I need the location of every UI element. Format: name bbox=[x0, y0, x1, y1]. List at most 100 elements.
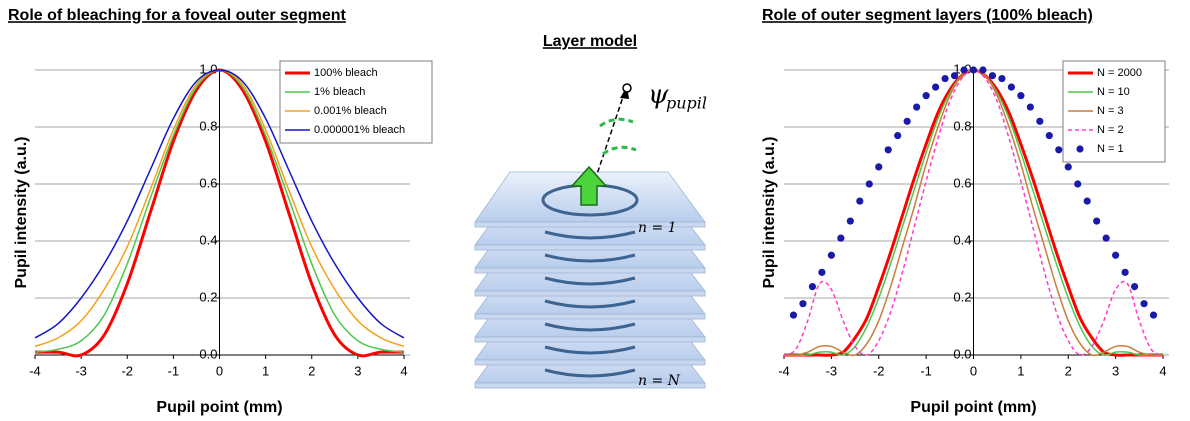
data-point bbox=[1055, 146, 1062, 153]
chart-title: Role of bleaching for a foveal outer seg… bbox=[8, 7, 347, 24]
x-axis-label: Pupil point (mm) bbox=[910, 399, 1036, 416]
data-point bbox=[1046, 132, 1053, 139]
x-tick-label: 3 bbox=[354, 363, 361, 378]
data-point bbox=[1103, 235, 1110, 242]
x-tick-label: 3 bbox=[1112, 363, 1119, 378]
x-tick-label: -3 bbox=[75, 363, 87, 378]
data-point bbox=[923, 92, 930, 99]
data-point bbox=[941, 75, 948, 82]
y-tick-label: 0.8 bbox=[199, 118, 217, 133]
x-tick-label: 0 bbox=[216, 363, 223, 378]
data-point bbox=[1140, 300, 1147, 307]
data-point bbox=[1036, 118, 1043, 125]
data-point bbox=[847, 217, 854, 224]
data-point bbox=[960, 66, 967, 73]
layer-edge bbox=[475, 360, 705, 365]
x-tick-label: 4 bbox=[1159, 363, 1166, 378]
legend-label: 1% bleach bbox=[314, 86, 365, 98]
y-tick-label: 0.0 bbox=[199, 346, 217, 361]
x-tick-label: -2 bbox=[121, 363, 133, 378]
legend-label: N = 1 bbox=[1097, 143, 1124, 155]
data-point bbox=[1027, 103, 1034, 110]
x-tick-label: -2 bbox=[873, 363, 885, 378]
data-point bbox=[790, 312, 797, 319]
layer-edge bbox=[475, 314, 705, 319]
data-point bbox=[799, 300, 806, 307]
chart-title: Role of outer segment layers (100% bleac… bbox=[762, 7, 1093, 24]
data-point bbox=[828, 252, 835, 259]
x-tick-label: 0 bbox=[970, 363, 977, 378]
data-point bbox=[1150, 312, 1157, 319]
legend-swatch bbox=[1076, 145, 1083, 152]
layer-label: n = 1 bbox=[638, 220, 677, 236]
x-tick-label: -3 bbox=[826, 363, 838, 378]
x-tick-label: 2 bbox=[308, 363, 315, 378]
x-tick-label: 2 bbox=[1065, 363, 1072, 378]
data-point bbox=[837, 235, 844, 242]
data-point bbox=[932, 84, 939, 91]
x-tick-label: 4 bbox=[400, 363, 407, 378]
data-point bbox=[885, 146, 892, 153]
wavefront bbox=[600, 119, 633, 126]
legend-label: N = 2 bbox=[1097, 124, 1124, 136]
x-tick-label: -4 bbox=[778, 363, 790, 378]
layer-edge bbox=[475, 268, 705, 273]
y-tick-label: 0.6 bbox=[199, 175, 217, 190]
data-point bbox=[1065, 163, 1072, 170]
layer-edge bbox=[475, 291, 705, 296]
data-point bbox=[913, 103, 920, 110]
data-point bbox=[1017, 92, 1024, 99]
y-axis-label: Pupil intensity (a.u.) bbox=[761, 136, 778, 288]
y-tick-label: 0.2 bbox=[953, 289, 971, 304]
pupil-point bbox=[623, 84, 631, 92]
data-point bbox=[1131, 283, 1138, 290]
legend-label: 100% bleach bbox=[314, 67, 378, 79]
data-point bbox=[1122, 269, 1129, 276]
data-point bbox=[894, 132, 901, 139]
data-point bbox=[989, 72, 996, 79]
legend-label: 0.001% bleach bbox=[314, 105, 387, 117]
legend-label: N = 10 bbox=[1097, 86, 1130, 98]
legend-label: N = 3 bbox=[1097, 105, 1124, 117]
y-tick-label: 0.4 bbox=[199, 232, 217, 247]
figure: Layer model ψpupiln = 1n = N Role of ble… bbox=[0, 0, 1190, 421]
data-point bbox=[998, 75, 1005, 82]
data-point bbox=[1008, 84, 1015, 91]
data-point bbox=[1084, 198, 1091, 205]
data-point bbox=[875, 163, 882, 170]
x-axis-label: Pupil point (mm) bbox=[156, 399, 282, 416]
data-point bbox=[1093, 217, 1100, 224]
layer-label: n = N bbox=[638, 373, 681, 389]
chart: Role of outer segment layers (100% bleac… bbox=[761, 7, 1169, 416]
y-tick-label: 0.6 bbox=[953, 175, 971, 190]
y-tick-label: 0.4 bbox=[953, 232, 971, 247]
data-point bbox=[809, 283, 816, 290]
psi-subscript: pupil bbox=[666, 94, 707, 113]
data-point bbox=[818, 269, 825, 276]
data-point bbox=[866, 180, 873, 187]
data-point bbox=[979, 66, 986, 73]
layer-edge bbox=[475, 337, 705, 342]
data-point bbox=[856, 198, 863, 205]
wavefront bbox=[603, 147, 636, 154]
x-tick-label: -1 bbox=[168, 363, 180, 378]
y-tick-label: 0.0 bbox=[953, 346, 971, 361]
diagram-title: Layer model bbox=[543, 33, 637, 50]
layer-edge bbox=[475, 245, 705, 250]
chart: Role of bleaching for a foveal outer seg… bbox=[8, 7, 432, 416]
x-tick-label: -1 bbox=[920, 363, 932, 378]
x-tick-label: -4 bbox=[29, 363, 41, 378]
y-tick-label: 0.2 bbox=[199, 289, 217, 304]
x-tick-label: 1 bbox=[1017, 363, 1024, 378]
legend-label: N = 2000 bbox=[1097, 67, 1142, 79]
x-tick-label: 1 bbox=[262, 363, 269, 378]
y-axis-label: Pupil intensity (a.u.) bbox=[13, 136, 30, 288]
data-point bbox=[904, 118, 911, 125]
data-point bbox=[1074, 180, 1081, 187]
data-point bbox=[970, 66, 977, 73]
data-point bbox=[1112, 252, 1119, 259]
legend-label: 0.000001% bleach bbox=[314, 124, 405, 136]
y-tick-label: 0.8 bbox=[953, 118, 971, 133]
data-point bbox=[951, 72, 958, 79]
